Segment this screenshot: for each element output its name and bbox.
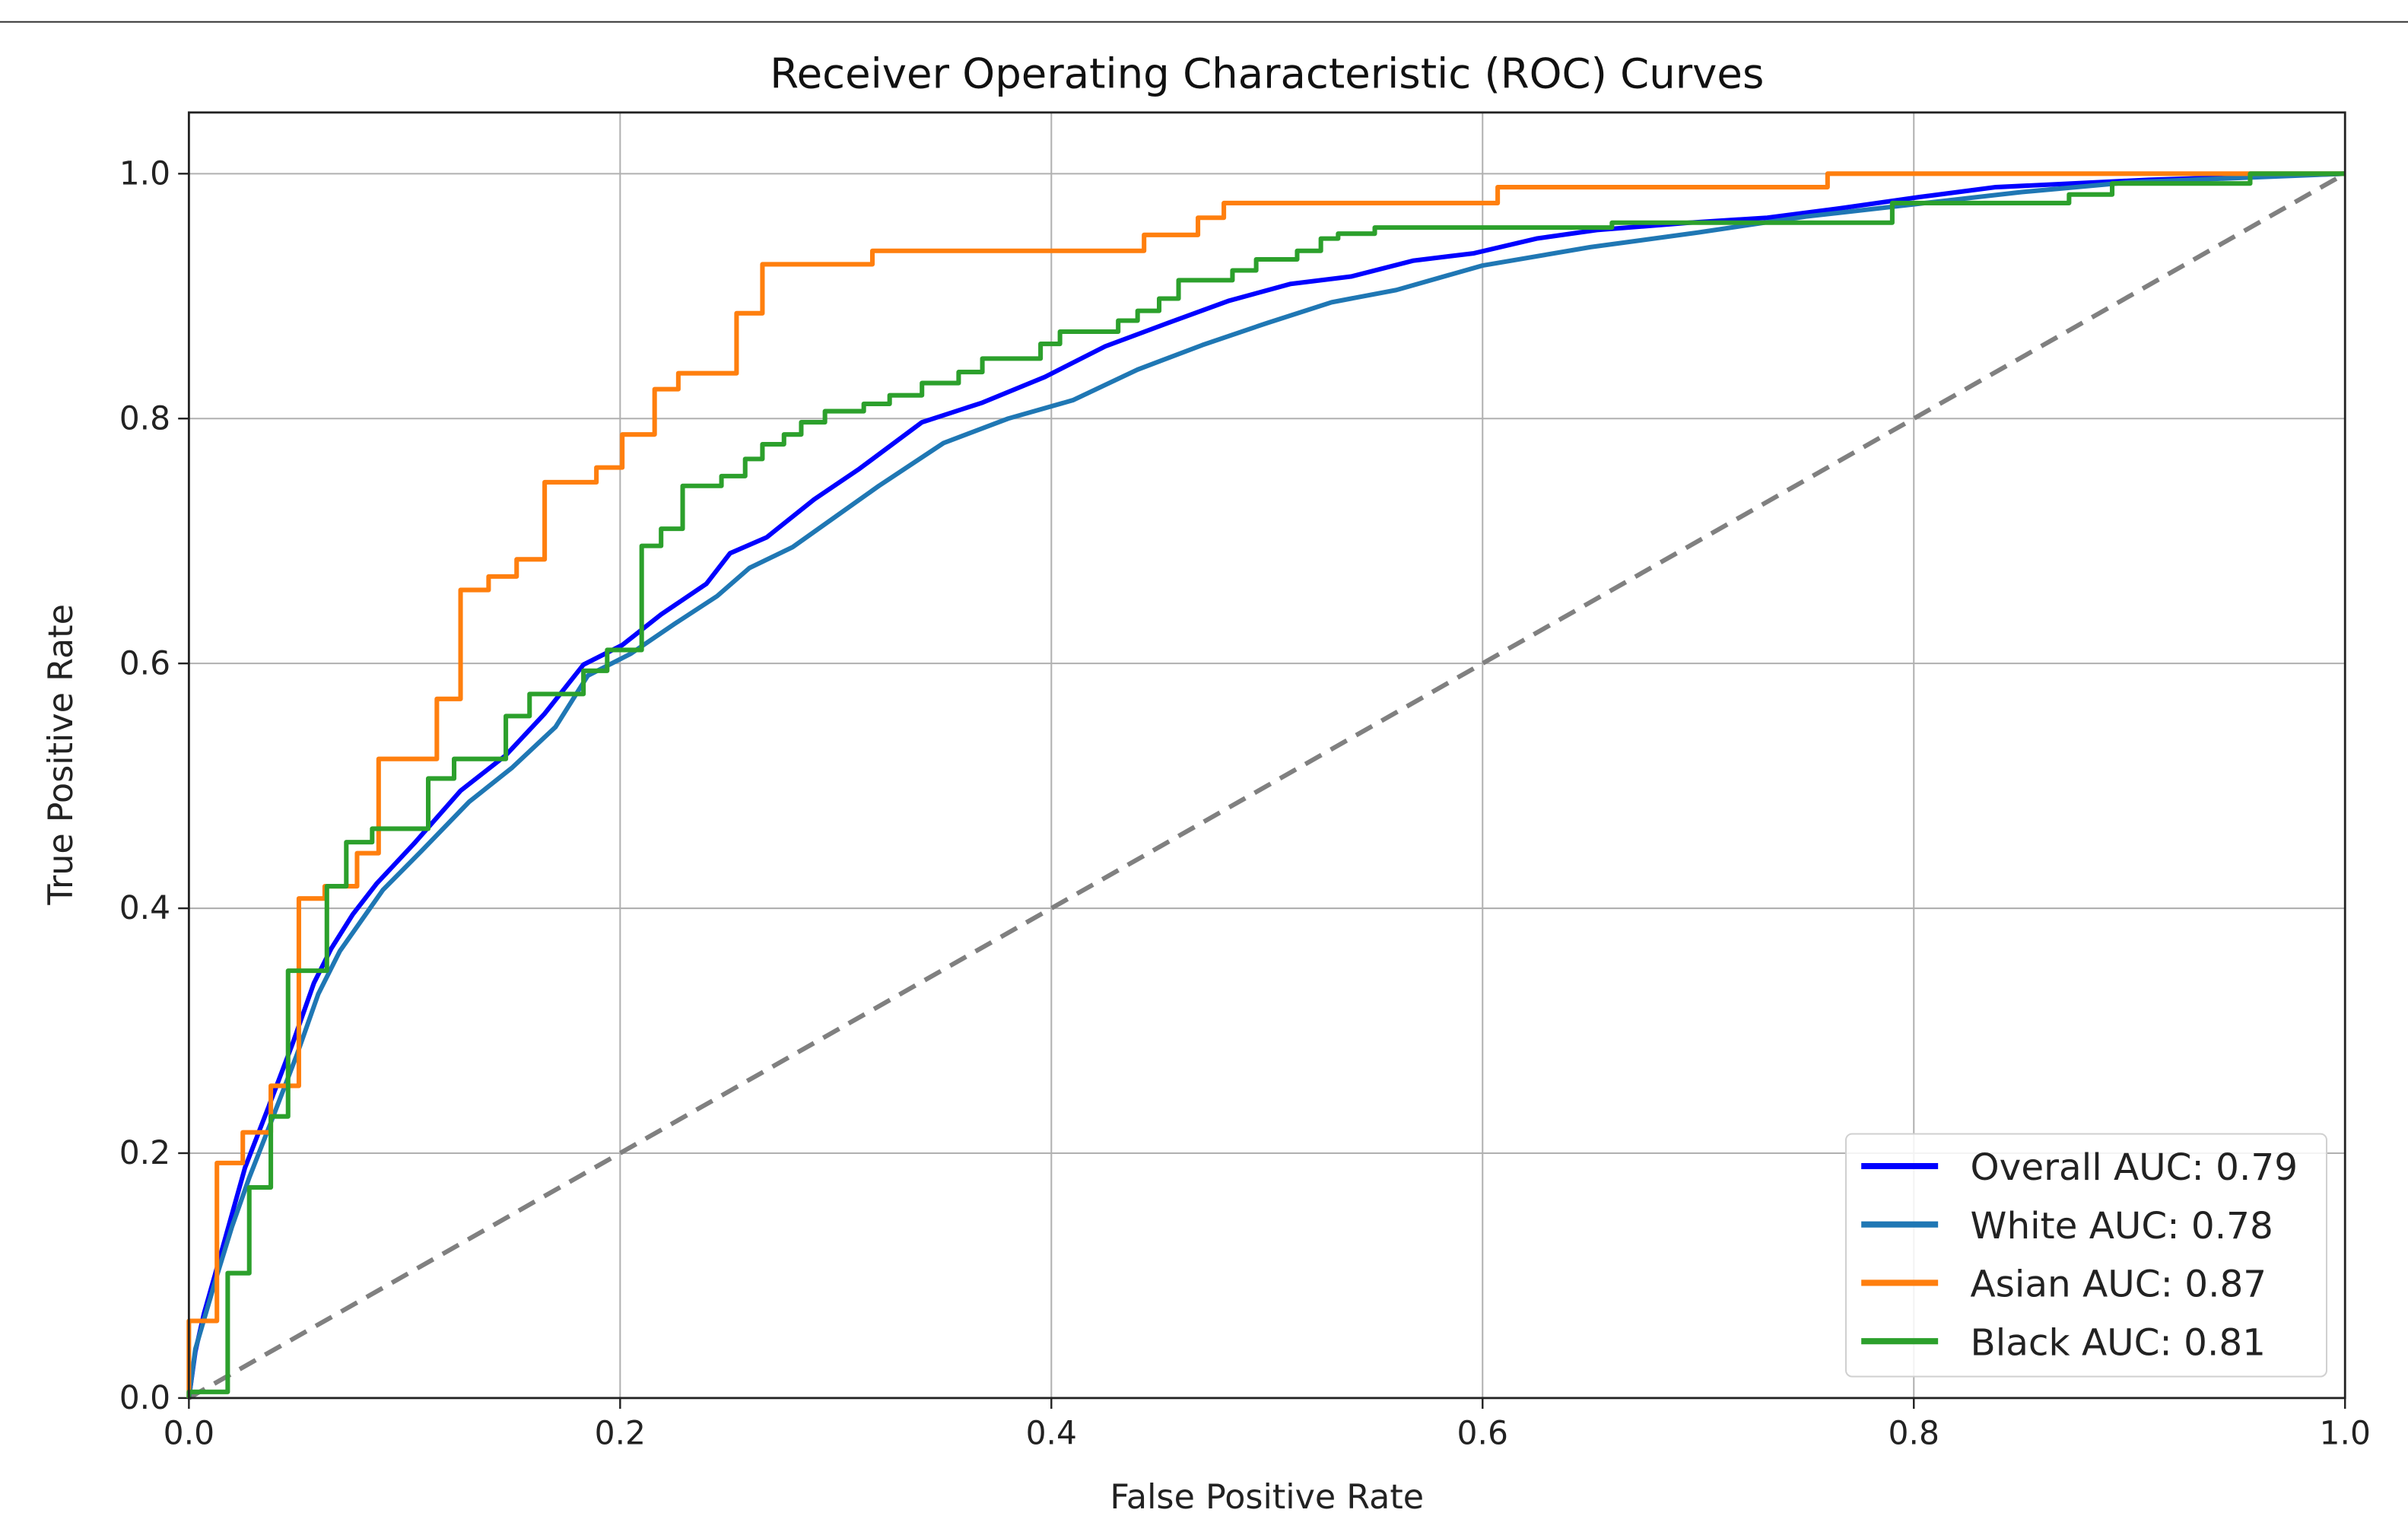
series-line-asian — [186, 171, 2346, 1398]
legend-box — [1844, 1133, 2327, 1378]
y-tick-label: 0.6 — [119, 644, 170, 682]
plot-area — [186, 171, 2346, 1400]
x-tick-label: 0.4 — [1026, 1414, 1077, 1451]
y-tick-label: 1.0 — [119, 154, 170, 192]
x-tick-label: 0.0 — [164, 1414, 214, 1451]
x-axis-label: False Positive Rate — [1110, 1478, 1424, 1517]
legend-label: Asian AUC: 0.87 — [1971, 1263, 2267, 1306]
axes-frame — [187, 111, 2346, 1400]
legend-label: Overall AUC: 0.79 — [1971, 1146, 2298, 1189]
x-tick-label: 0.2 — [595, 1414, 646, 1451]
y-tick-label: 0.2 — [119, 1134, 170, 1171]
x-tick-label: 1.0 — [2320, 1414, 2371, 1451]
legend-label: Black AUC: 0.81 — [1971, 1321, 2266, 1364]
y-tick-label: 0.0 — [119, 1379, 170, 1416]
series-line-white — [186, 171, 2346, 1399]
series-line-overall — [186, 171, 2346, 1399]
y-tick-label: 0.4 — [119, 889, 170, 927]
legend: Overall AUC: 0.79 White AUC: 0.78 Asian AU… — [1844, 1133, 2327, 1378]
ticks: 0.0 0.2 0.4 0.6 0.8 1.0 0.0 0.2 0.4 0.6 0.8 1.0 — [119, 154, 2371, 1451]
reference-diagonal — [187, 171, 2346, 1400]
y-axis-label: True Positive Rate — [42, 604, 81, 906]
x-tick-label: 0.8 — [1889, 1414, 1939, 1451]
y-tick-label: 0.8 — [119, 399, 170, 437]
series-line-black — [186, 171, 2346, 1398]
legend-label: White AUC: 0.78 — [1971, 1205, 2273, 1248]
chart-title: Receiver Operating Characteristic (ROC) … — [770, 49, 1764, 98]
x-tick-label: 0.6 — [1457, 1414, 1508, 1451]
